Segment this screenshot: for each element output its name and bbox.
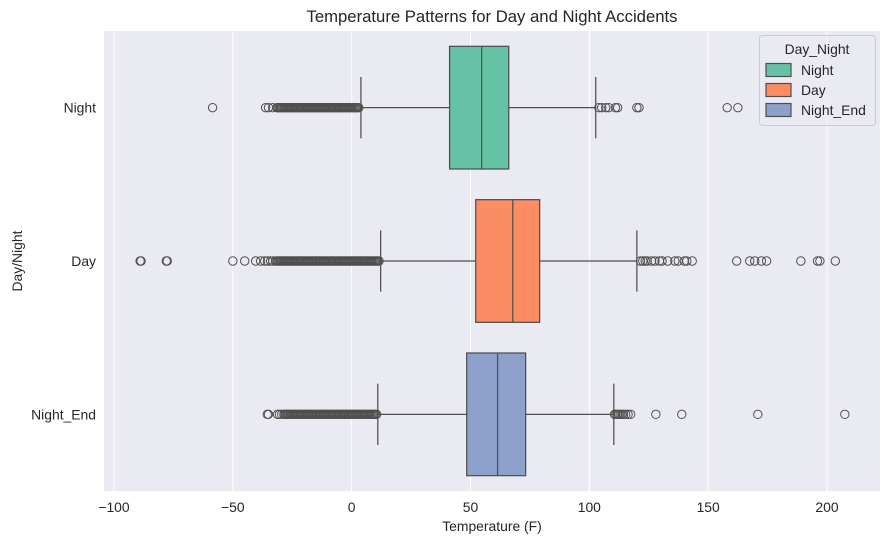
- outlier-point: [682, 256, 692, 266]
- y-tick-label-night: Night: [64, 100, 97, 116]
- outlier-point: [679, 256, 690, 266]
- outlier-point: [756, 256, 767, 266]
- outlier-point: [750, 256, 760, 266]
- outlier-point: [594, 102, 604, 113]
- outlier-point: [646, 256, 657, 266]
- box-night-end: [466, 352, 527, 477]
- outlier-point: [250, 256, 261, 266]
- outlier-point: [620, 409, 631, 420]
- outlier-point: [657, 256, 667, 266]
- x-tick-label: 0: [348, 499, 356, 515]
- outlier-point: [650, 256, 660, 266]
- outlier-point: [632, 102, 642, 113]
- outlier-point: [136, 256, 146, 266]
- outlier-point: [240, 256, 250, 266]
- outlier-point: [635, 256, 646, 266]
- outlier-point: [840, 409, 850, 420]
- outlier-point: [812, 256, 823, 266]
- outlier-point: [601, 102, 611, 113]
- outlier-point: [618, 409, 629, 420]
- outlier-point: [761, 256, 772, 266]
- outlier-point: [677, 409, 687, 420]
- outlier-point: [354, 102, 364, 113]
- outlier-point: [733, 102, 743, 113]
- legend-label-day: Day: [801, 82, 826, 98]
- outlier-point: [651, 409, 661, 420]
- x-tick-labels: −100 −50 0 50 100 150 200: [98, 499, 839, 515]
- outlier-point: [796, 256, 806, 266]
- outlier-point: [207, 102, 218, 113]
- outlier-point: [815, 256, 825, 266]
- y-axis-label: Day/Night: [9, 230, 25, 291]
- box-group-day: [135, 199, 841, 323]
- legend-swatch-night: [765, 62, 792, 78]
- outlier-point: [731, 256, 742, 266]
- legend: Day_Night Night Day Night_End: [759, 35, 876, 126]
- x-tick-label: 100: [578, 499, 601, 515]
- outlier-point: [162, 256, 172, 266]
- x-axis-label: Temperature (F): [442, 518, 542, 534]
- outlier-point: [612, 102, 623, 113]
- y-tick-label-day: Day: [71, 253, 96, 269]
- outlier-point: [263, 409, 274, 420]
- outlier-point: [687, 256, 697, 266]
- outlier-point: [670, 256, 680, 266]
- legend-swatch-night-end: [765, 102, 792, 118]
- outlier-point: [374, 256, 384, 266]
- legend-label-night-end: Night_End: [801, 102, 866, 118]
- box-day: [475, 199, 541, 323]
- box-series: [135, 45, 850, 477]
- box-group-night: [207, 45, 743, 170]
- outliers-night-end: [262, 409, 850, 420]
- outlier-point: [625, 409, 636, 420]
- box-night: [448, 45, 510, 170]
- legend-entries: Night Day Night_End: [765, 62, 866, 118]
- legend-title: Day_Night: [785, 41, 850, 57]
- x-tick-label: −100: [98, 499, 130, 515]
- outlier-point: [623, 409, 633, 420]
- legend-label-night: Night: [801, 62, 834, 78]
- outlier-point: [610, 102, 621, 113]
- x-tick-label: −50: [221, 499, 245, 515]
- outlier-point: [753, 409, 763, 420]
- x-tick-label: 50: [463, 499, 479, 515]
- y-tick-label-night-end: Night_End: [31, 406, 96, 422]
- outlier-point: [830, 256, 841, 266]
- legend-swatch-day: [765, 82, 792, 98]
- outlier-point: [228, 256, 238, 266]
- outlier-point: [634, 102, 644, 113]
- outlier-point: [745, 256, 755, 266]
- outlier-point: [371, 409, 382, 420]
- outlier-point: [596, 102, 607, 113]
- outlier-point: [255, 256, 266, 266]
- outliers-day: [135, 256, 841, 266]
- y-tick-labels: Night Day Night_End: [31, 100, 96, 423]
- outlier-point: [663, 256, 673, 266]
- outliers-night: [207, 102, 743, 113]
- x-tick-label: 200: [815, 499, 838, 515]
- chart-title: Temperature Patterns for Day and Night A…: [306, 7, 677, 26]
- x-tick-label: 150: [697, 499, 720, 515]
- outlier-point: [642, 256, 652, 266]
- box-group-night-end: [262, 352, 850, 477]
- outlier-point: [260, 102, 271, 113]
- outlier-point: [722, 102, 732, 113]
